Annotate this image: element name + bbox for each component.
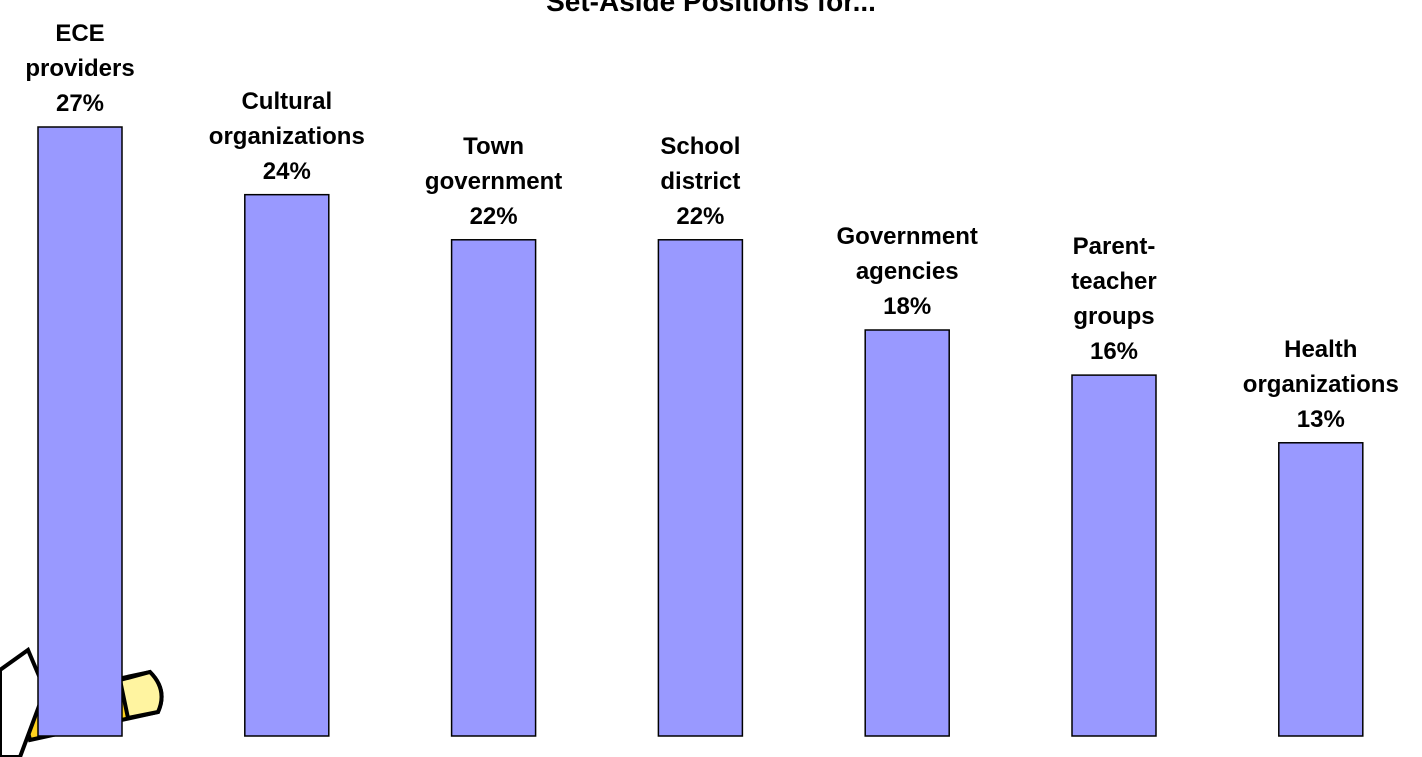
value-label: 24%	[262, 157, 311, 185]
value-label: 27%	[55, 90, 105, 117]
category-label: Government agencies	[836, 223, 978, 285]
bar-label: Parent-teacher groups 16%	[994, 229, 1234, 369]
category-label: Town government	[424, 132, 563, 195]
category-label: ECE providers	[25, 20, 135, 82]
category-label: Health organizations	[1242, 335, 1399, 398]
value-label: 13%	[1296, 405, 1345, 433]
bar	[1071, 374, 1157, 737]
value-label: 16%	[1089, 338, 1139, 366]
bar	[864, 329, 950, 737]
bar	[450, 239, 537, 737]
value-label: 22%	[676, 202, 725, 230]
category-label: School district	[660, 132, 741, 195]
bar	[657, 239, 744, 737]
bar-label: Town government 22%	[374, 129, 614, 234]
bar-label: ECE providers 27%	[0, 16, 200, 121]
value-label: 18%	[883, 293, 932, 320]
category-label: Cultural organizations	[208, 87, 365, 150]
bar	[244, 193, 330, 737]
value-label: 22%	[469, 202, 518, 230]
bar-label: Health organizations 13%	[1201, 332, 1422, 437]
chart-title: Set-Aside Positions for...	[546, 0, 876, 17]
bar-label: School district 22%	[580, 129, 820, 234]
bar-label: Government agencies 18%	[787, 219, 1027, 324]
bar	[1278, 442, 1364, 737]
bar	[37, 126, 123, 737]
category-label: Parent-teacher groups	[1071, 233, 1157, 331]
bar-label: Cultural organizations 24%	[167, 84, 407, 189]
